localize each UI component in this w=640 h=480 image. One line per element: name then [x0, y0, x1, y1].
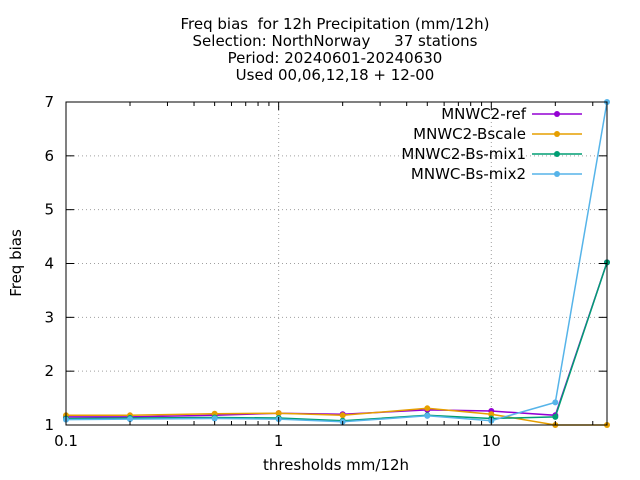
y-tick-label: 5	[44, 201, 54, 219]
title-line-3: Period: 20240601-20240630	[227, 49, 443, 67]
chart-title: Freq bias for 12h Precipitation (mm/12h)…	[0, 16, 640, 84]
title-line-1: Freq bias for 12h Precipitation (mm/12h)	[180, 15, 490, 33]
y-axis-title: Freq bias	[7, 229, 25, 297]
legend-label: MNWC2-ref	[441, 105, 526, 123]
data-point	[488, 411, 495, 418]
data-point	[424, 412, 431, 419]
x-tick-label: 10	[482, 432, 501, 450]
legend: MNWC2-ref MNWC2-Bscale MNWC2-Bs-mix1 MNWC-B…	[401, 105, 582, 183]
data-point	[552, 413, 559, 420]
series-line-1	[66, 262, 608, 418]
data-point	[127, 416, 134, 423]
legend-marker	[554, 131, 560, 137]
legend-marker	[554, 151, 560, 157]
legend-marker	[554, 111, 560, 117]
title-line-2: Selection: NorthNorway 37 stations	[192, 32, 478, 50]
data-point	[552, 399, 559, 406]
legend-label: MNWC2-Bs-mix1	[401, 145, 526, 163]
title-line-4: Used 00,06,12,18 + 12-00	[235, 66, 435, 84]
y-tick-label: 1	[44, 416, 54, 434]
y-tick-label: 7	[44, 93, 54, 111]
legend-label: MNWC-Bs-mix2	[411, 165, 526, 183]
y-tick-label: 4	[44, 255, 54, 273]
x-tick-label: 0.1	[54, 432, 78, 450]
y-tick-label: 2	[44, 362, 54, 380]
data-point	[424, 405, 431, 412]
data-point	[339, 412, 346, 419]
x-axis-title: thresholds mm/12h	[263, 456, 409, 474]
legend-marker	[554, 171, 560, 177]
data-point	[275, 410, 282, 417]
data-point	[211, 415, 218, 422]
y-tick-label: 3	[44, 308, 54, 326]
series-layer	[63, 99, 610, 428]
legend-label: MNWC2-Bscale	[413, 125, 526, 143]
series-line-3	[65, 262, 608, 422]
x-tick-label: 1	[274, 432, 284, 450]
y-tick-label: 6	[44, 147, 54, 165]
